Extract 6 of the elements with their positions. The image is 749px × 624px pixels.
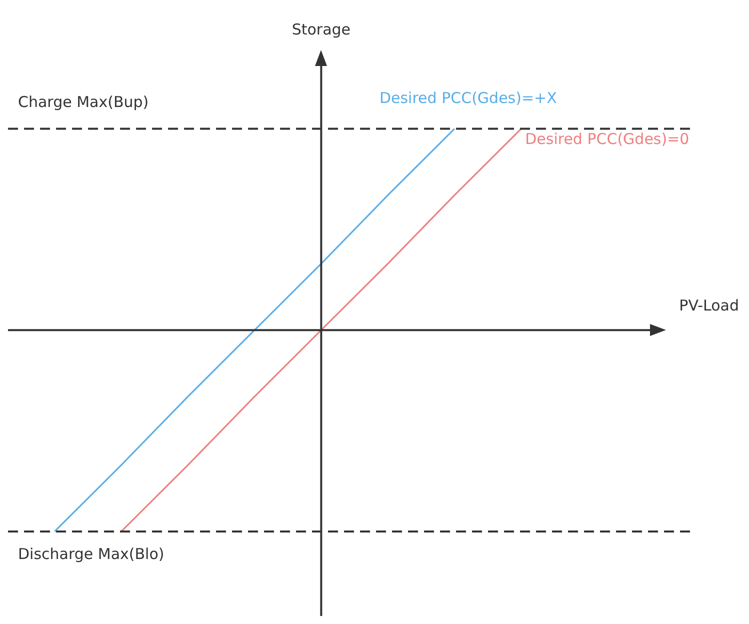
ref-line-label: Charge Max(Bup) (18, 93, 149, 112)
text: Storage (292, 20, 351, 38)
ref-line-label: Discharge Max(Blo) (18, 544, 164, 563)
text: PV-Load (679, 296, 739, 315)
series-label: Desired PCC(Gdes)=0 (525, 130, 690, 148)
text: Desired PCC(Gdes)=+X (379, 89, 557, 108)
